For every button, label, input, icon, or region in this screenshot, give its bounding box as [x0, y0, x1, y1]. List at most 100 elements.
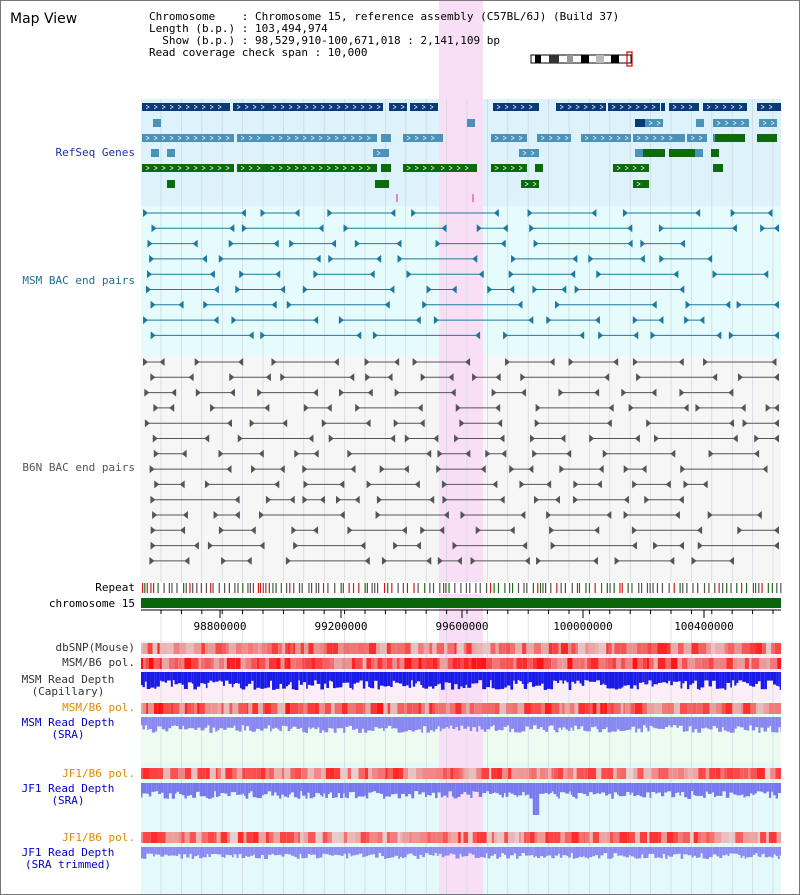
depth-bar — [404, 717, 408, 732]
pol-heat-cell — [673, 832, 679, 843]
depth-bar — [559, 672, 563, 681]
depth-bar — [455, 847, 458, 859]
depth-bar — [459, 847, 462, 854]
depth-bar — [614, 672, 619, 690]
depth-bar — [406, 672, 409, 686]
pol-heat-cell — [626, 768, 634, 779]
depth-bar — [345, 717, 349, 727]
depth-bar — [582, 783, 587, 794]
depth-bar — [412, 672, 416, 687]
gene-strand-mark — [256, 135, 261, 141]
bac-end-marker — [441, 224, 447, 233]
pol-heat-cell — [301, 768, 308, 779]
depth-bar — [595, 847, 599, 856]
refseq-gene — [151, 149, 159, 157]
gene-strand-mark — [644, 135, 649, 141]
repeat-element — [218, 583, 220, 593]
depth-bar — [141, 717, 143, 726]
pol-heat-cell — [630, 703, 635, 714]
depth-bar — [305, 847, 308, 858]
bac-end-marker — [229, 373, 235, 382]
depth-bar — [636, 783, 640, 796]
bac-end-marker — [152, 511, 158, 519]
depth-bar — [746, 717, 750, 731]
depth-bar — [238, 717, 242, 732]
bac-end-marker — [372, 331, 378, 340]
pol-heat-cell — [447, 643, 455, 654]
depth-bar — [184, 783, 187, 799]
bac-end-marker — [774, 434, 779, 443]
pol-heat-cell — [226, 658, 231, 669]
refseq-gene — [381, 134, 391, 142]
depth-bar — [173, 717, 176, 726]
depth-bar — [464, 847, 469, 857]
repeat-element — [413, 583, 415, 593]
pol-heat-cell — [553, 768, 559, 779]
bac-end-marker — [420, 373, 426, 382]
depth-bar — [180, 847, 184, 859]
bac-end-marker — [568, 358, 574, 366]
bac-end-marker — [763, 270, 769, 279]
bac-end-marker — [426, 285, 432, 294]
pol-heat-cell — [232, 703, 239, 714]
depth-bar — [486, 783, 490, 792]
depth-bar — [225, 847, 229, 855]
depth-bar — [330, 717, 334, 729]
pol-heat-cell — [611, 643, 615, 654]
depth-bar — [219, 717, 224, 729]
pol-heat-cell — [265, 658, 269, 669]
pol-heat-cell — [518, 832, 522, 843]
bac-end-marker — [492, 480, 498, 489]
depth-bar — [418, 783, 422, 795]
bac-end-marker — [536, 556, 542, 565]
pol-heat-cell — [377, 832, 383, 843]
bac-end-marker — [204, 480, 210, 489]
pol-heat-cell — [677, 768, 685, 779]
bac-end-marker — [774, 526, 779, 535]
gene-strand-mark — [278, 165, 283, 171]
pol-heat-cell — [421, 703, 426, 714]
gene-strand-mark — [599, 104, 604, 110]
bac-end-marker — [251, 465, 257, 474]
pol-heat-cell — [184, 658, 192, 669]
pol-heat-cell — [307, 703, 315, 714]
pol-heat-cell — [584, 768, 588, 779]
gene-strand-mark — [260, 104, 265, 110]
pol-heat-cell — [524, 703, 532, 714]
pol-heat-cell — [496, 768, 502, 779]
depth-bar — [496, 847, 500, 859]
depth-bar — [585, 717, 588, 732]
pol-heat-cell — [412, 703, 419, 714]
gene-strand-mark — [464, 165, 469, 171]
depth-bar — [761, 783, 764, 792]
bac-end-marker — [451, 285, 457, 294]
bac-end-marker — [606, 511, 612, 519]
pol-heat-cell — [332, 658, 335, 669]
refseq-gene — [375, 180, 389, 188]
depth-bar — [755, 717, 759, 728]
depth-bar — [321, 717, 325, 731]
pol-heat-cell — [592, 703, 597, 714]
depth-bar — [422, 847, 425, 858]
depth-bar — [390, 672, 393, 688]
depth-bar — [503, 783, 506, 793]
pol-heat-cell — [300, 643, 305, 654]
depth-bar — [314, 672, 317, 681]
pol-heat-cell — [376, 643, 381, 654]
depth-bar — [580, 717, 584, 727]
depth-bar — [260, 847, 265, 856]
depth-bar — [633, 672, 637, 686]
depth-bar — [290, 717, 293, 729]
depth-bar — [174, 783, 177, 794]
pol-heat-cell — [236, 768, 243, 779]
bac-end-marker — [228, 239, 234, 248]
pol-heat-cell — [282, 643, 286, 654]
depth-bar — [348, 847, 351, 854]
depth-bar — [755, 847, 758, 854]
depth-bar — [352, 783, 355, 792]
depth-bar — [547, 783, 550, 795]
depth-bar — [544, 783, 548, 793]
bac-end-marker — [241, 224, 247, 233]
pol-heat-cell — [307, 832, 316, 843]
